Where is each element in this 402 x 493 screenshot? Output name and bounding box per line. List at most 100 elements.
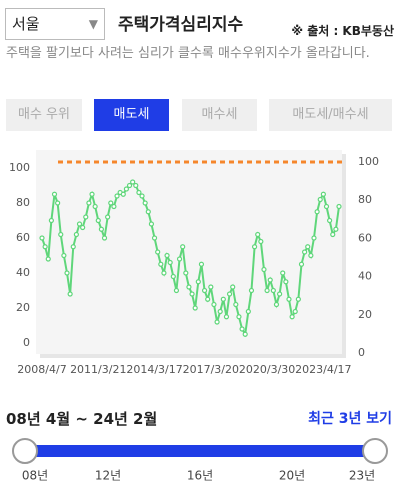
tab[interactable]: 매도세/매수세 — [269, 99, 392, 131]
data-point — [264, 287, 270, 294]
tab[interactable]: 매수 우위 — [6, 99, 82, 131]
y-tick-label: 80 — [16, 196, 30, 209]
y2-tick-label: 0 — [358, 346, 365, 359]
data-point — [142, 200, 148, 206]
data-point — [289, 314, 295, 320]
x-tick-label: 2011/3/21 — [70, 363, 126, 376]
data-point — [139, 193, 145, 199]
y2-tick-label: 60 — [358, 231, 372, 244]
y-tick-label: 0 — [23, 336, 30, 349]
source: ※ 출처 : KB부동산 — [291, 24, 394, 38]
data-point — [86, 200, 92, 206]
data-point — [158, 261, 164, 267]
data-point — [270, 287, 276, 294]
slider[interactable]: 08년 12년 16년 20년 23년 — [0, 430, 402, 490]
data-point — [336, 203, 342, 210]
data-point — [98, 226, 105, 232]
data-point — [239, 326, 245, 332]
data-point — [105, 214, 111, 220]
plot-area — [36, 150, 342, 354]
data-point — [295, 296, 301, 302]
title: 주택가격심리지수 — [118, 15, 244, 35]
data-point — [83, 214, 89, 220]
data-point — [308, 252, 314, 259]
data-point — [333, 226, 339, 232]
recent-button[interactable]: 최근 3년 보기 — [308, 411, 392, 427]
data-point — [155, 249, 161, 255]
tab[interactable]: 매수세 — [182, 99, 257, 131]
x-tick-label: 2020/3/30 — [239, 363, 295, 376]
data-point — [64, 270, 70, 276]
data-point — [76, 221, 83, 227]
chart: 0 20 40 60 80 100 0 20 40 60 80 100 2008/4/7 2011/3/2… — [9, 150, 379, 376]
y2-tick-label: 20 — [358, 308, 372, 321]
data-point — [305, 244, 311, 250]
x-tick-label: 2008/4/7 — [17, 363, 66, 376]
data-point — [45, 256, 51, 262]
data-point — [217, 308, 223, 315]
data-point — [214, 319, 220, 325]
data-point — [39, 235, 45, 241]
y2-tick-label: 80 — [358, 193, 372, 206]
data-point — [283, 279, 289, 285]
data-point — [201, 287, 208, 294]
data-point — [180, 244, 186, 250]
data-point — [167, 259, 173, 266]
slider-knob[interactable] — [12, 438, 38, 464]
data-point — [186, 284, 192, 290]
data-point — [314, 209, 320, 215]
y-tick-label: 40 — [16, 266, 30, 279]
data-point — [73, 231, 79, 238]
data-point — [151, 235, 158, 241]
data-point — [223, 314, 230, 320]
slider-label: 16년 — [187, 469, 213, 483]
data-point — [261, 266, 267, 273]
y-tick-label: 20 — [16, 301, 30, 314]
slider-label: 12년 — [95, 469, 121, 483]
data-point — [95, 217, 101, 224]
x-tick-label: 2017/3/20 — [183, 363, 239, 376]
data-point — [233, 301, 239, 308]
slider-knob[interactable] — [362, 438, 388, 464]
data-point — [51, 191, 58, 197]
data-point — [123, 186, 130, 192]
tab[interactable]: 매도세 — [94, 99, 169, 131]
data-point — [320, 191, 326, 197]
period: 08년 4월 ~ 24년 2월 — [6, 410, 158, 428]
data-point — [114, 193, 120, 199]
data-point — [267, 277, 273, 283]
region-select[interactable]: 서울 ▼ — [5, 8, 105, 40]
slider-track — [25, 445, 375, 457]
data-point — [161, 270, 167, 276]
y2-tick-label: 100 — [358, 155, 379, 168]
data-point — [251, 244, 258, 250]
data-point — [173, 287, 180, 294]
data-point — [286, 296, 292, 302]
data-point — [277, 291, 283, 297]
slider-label: 23년 — [349, 469, 375, 483]
data-point — [61, 252, 67, 259]
slider-label: 20년 — [279, 469, 305, 483]
data-point — [298, 261, 305, 267]
data-point — [58, 231, 64, 238]
data-point — [248, 287, 255, 294]
data-point — [189, 291, 195, 297]
data-point — [211, 301, 217, 308]
data-point — [258, 238, 264, 245]
data-point — [198, 261, 205, 267]
data-point — [311, 235, 317, 241]
data-point — [195, 279, 201, 285]
data-point — [48, 217, 54, 224]
data-point — [327, 217, 333, 224]
data-point — [136, 189, 142, 196]
data-point — [67, 291, 73, 297]
data-point — [220, 296, 226, 302]
data-point — [245, 308, 251, 315]
data-point — [226, 291, 233, 297]
data-point — [330, 231, 336, 238]
data-point — [92, 203, 98, 210]
y-tick-label: 60 — [16, 231, 30, 244]
data-point — [126, 182, 133, 189]
data-point — [108, 200, 114, 206]
